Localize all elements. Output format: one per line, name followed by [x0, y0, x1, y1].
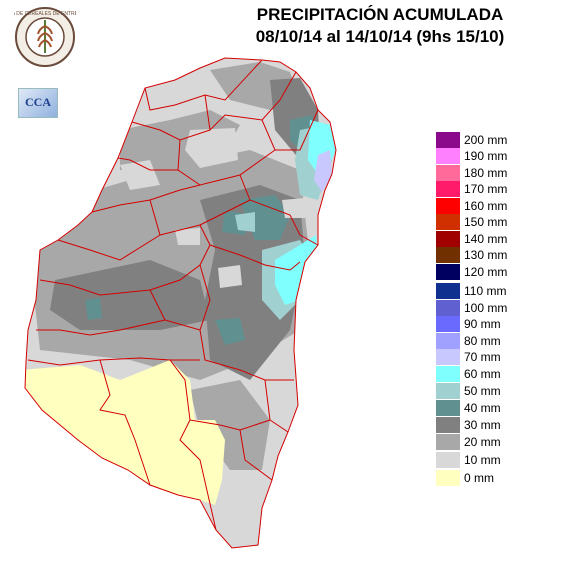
legend-label: 180 mm	[464, 166, 508, 180]
legend-swatch	[436, 283, 460, 299]
legend-swatch	[436, 452, 460, 468]
cca-logo-text: CCA	[25, 95, 51, 109]
bolsa-cereales-logo-icon: BOLSA DE CEREALES DE ENTRE RIOS	[14, 7, 76, 67]
legend-swatch	[436, 132, 460, 148]
legend-swatch	[436, 383, 460, 399]
legend-label: 100 mm	[464, 301, 508, 315]
legend-label: 200 mm	[464, 133, 508, 147]
legend-label: 160 mm	[464, 199, 508, 213]
legend-swatch	[436, 214, 460, 230]
legend-label: 140 mm	[464, 232, 508, 246]
legend-swatch	[436, 300, 460, 316]
legend-swatch	[436, 333, 460, 349]
legend-label: 130 mm	[464, 248, 508, 262]
legend-swatch	[436, 198, 460, 214]
legend-swatch	[436, 366, 460, 382]
logo-text-top: BOLSA DE CEREALES DE ENTRE RIOS	[14, 11, 76, 17]
legend-swatch	[436, 231, 460, 247]
legend-swatch	[436, 349, 460, 365]
legend-label: 150 mm	[464, 215, 508, 229]
legend-label: 40 mm	[464, 401, 501, 415]
legend-label: 170 mm	[464, 182, 508, 196]
legend-label: 0 mm	[464, 471, 494, 485]
legend-swatch	[436, 264, 460, 280]
legend-swatch	[436, 165, 460, 181]
legend-swatch	[436, 417, 460, 433]
legend-label: 30 mm	[464, 418, 501, 432]
map-title: PRECIPITACIÓN ACUMULADA 08/10/14 al 14/1…	[200, 4, 560, 48]
cca-logo-icon: CCA	[18, 88, 58, 118]
legend-label: 20 mm	[464, 435, 501, 449]
title-line-2: 08/10/14 al 14/10/14 (9hs 15/10)	[255, 27, 505, 46]
legend-label: 50 mm	[464, 384, 501, 398]
legend-swatch	[436, 316, 460, 332]
legend-label: 90 mm	[464, 317, 501, 331]
legend-swatch	[436, 470, 460, 486]
legend-swatch	[436, 148, 460, 164]
legend-label: 70 mm	[464, 350, 501, 364]
legend-swatch	[436, 247, 460, 263]
legend-swatch	[436, 181, 460, 197]
title-line-1: PRECIPITACIÓN ACUMULADA	[256, 5, 504, 24]
legend-label: 190 mm	[464, 149, 508, 163]
legend-swatch	[436, 400, 460, 416]
legend-label: 110 mm	[464, 284, 507, 298]
legend-label: 80 mm	[464, 334, 501, 348]
legend-label: 60 mm	[464, 367, 501, 381]
legend-swatch	[436, 434, 460, 450]
legend-label: 120 mm	[464, 265, 508, 279]
legend-label: 10 mm	[464, 453, 501, 467]
